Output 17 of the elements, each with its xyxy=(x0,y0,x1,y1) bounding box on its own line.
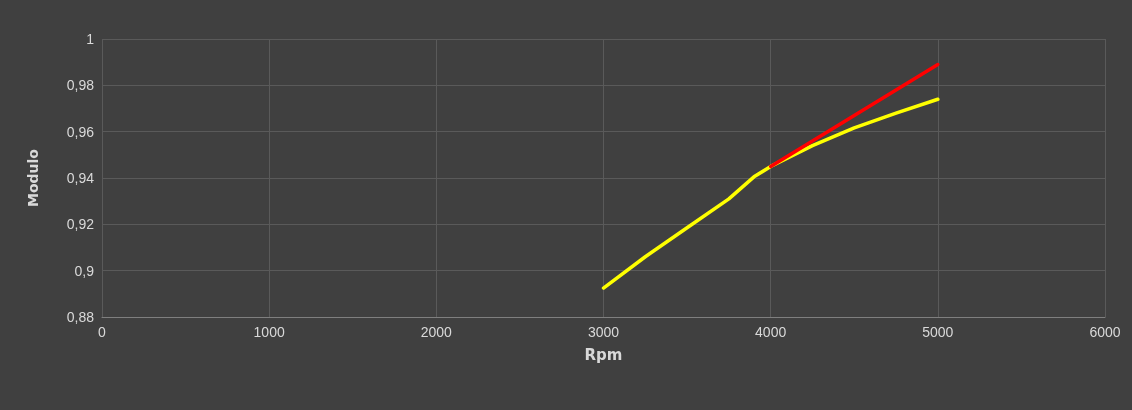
x-tick-label: 5000 xyxy=(922,324,954,340)
y-tick-label: 1 xyxy=(86,31,95,47)
y-axis-title: Modulo xyxy=(25,148,41,207)
y-tick-label: 0,92 xyxy=(66,216,95,233)
y-tick-label: 0,98 xyxy=(66,77,95,94)
y-tick-label: 0,94 xyxy=(66,170,95,186)
x-tick-label: 2000 xyxy=(420,324,453,340)
line-series xyxy=(601,97,940,290)
y-tick-label: 0,9 xyxy=(74,262,95,279)
x-tick-label: 3000 xyxy=(587,324,620,340)
y-tick-label: 0,88 xyxy=(66,309,95,325)
x-axis-title: Rpm xyxy=(584,345,623,364)
x-tick-label: 0 xyxy=(98,324,107,340)
x-tick-label: 6000 xyxy=(1089,324,1121,340)
x-tick-label: 1000 xyxy=(253,324,285,340)
x-tick-label: 4000 xyxy=(755,324,787,340)
y-tick-label: 0,96 xyxy=(66,123,95,140)
